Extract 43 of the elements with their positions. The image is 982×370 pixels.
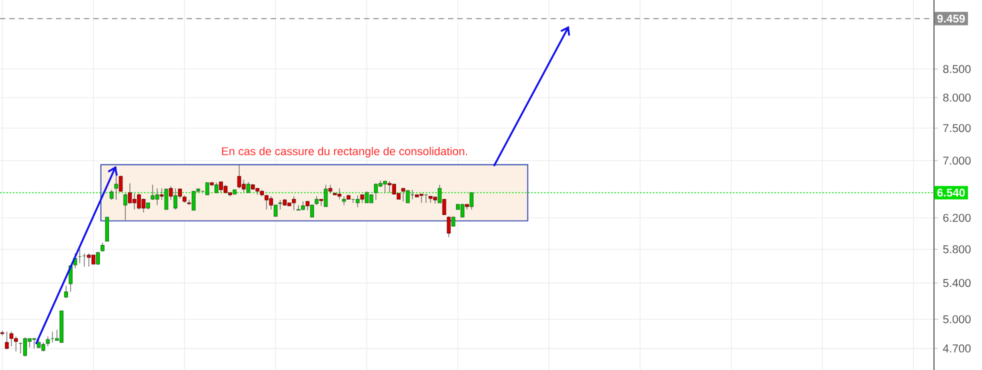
- candlestick: [237, 164, 242, 189]
- candlestick: [438, 184, 442, 204]
- y-tick-label: 8.000: [943, 94, 971, 102]
- annotation: En cas de cassure du rectangle de consolidation.: [222, 146, 468, 158]
- candlestick: [324, 184, 328, 207]
- candlestick: [46, 336, 50, 347]
- candlestick: [446, 216, 451, 238]
- candlestick: [278, 200, 282, 210]
- candlestick: [214, 182, 218, 194]
- candlestick: [4, 331, 9, 350]
- y-tick-label: 6.200: [943, 214, 971, 222]
- y-tick-label: 7.000: [943, 156, 971, 165]
- y-tick-label: 5.400: [943, 278, 971, 287]
- y-tick-label: 7.500: [943, 124, 971, 132]
- candlestick: [96, 251, 100, 266]
- y-tick-label: 8.500: [943, 65, 971, 74]
- candlestick: [406, 190, 410, 204]
- candlestick: [110, 189, 114, 200]
- candlestick: [205, 182, 210, 196]
- candlestick: [174, 188, 178, 210]
- candlestick: [442, 198, 446, 216]
- y-tick-label: 4.700: [942, 344, 971, 352]
- candlestick: [164, 188, 168, 210]
- ref-line-label: 6.540: [937, 188, 965, 197]
- candlestick: [342, 196, 346, 206]
- candlestick: [150, 184, 155, 200]
- candlestick: [451, 216, 456, 227]
- candlestick: [274, 204, 278, 217]
- y-tick-label: 5.800: [943, 245, 971, 254]
- candlestick: [123, 193, 128, 220]
- candlestick: [470, 192, 474, 210]
- candlestick: [168, 186, 173, 200]
- ref-line-label: 9.459: [937, 14, 965, 23]
- candlestick: [192, 190, 196, 211]
- candlestick: [160, 188, 164, 200]
- candlestick: [310, 204, 314, 218]
- candlestick: [246, 182, 250, 193]
- y-tick-label: 5.000: [943, 315, 971, 324]
- candlestick: [292, 196, 296, 211]
- candlestick: [118, 175, 123, 192]
- candlestick: [401, 188, 406, 202]
- candlestick: [356, 195, 360, 208]
- candlestick: [64, 285, 68, 298]
